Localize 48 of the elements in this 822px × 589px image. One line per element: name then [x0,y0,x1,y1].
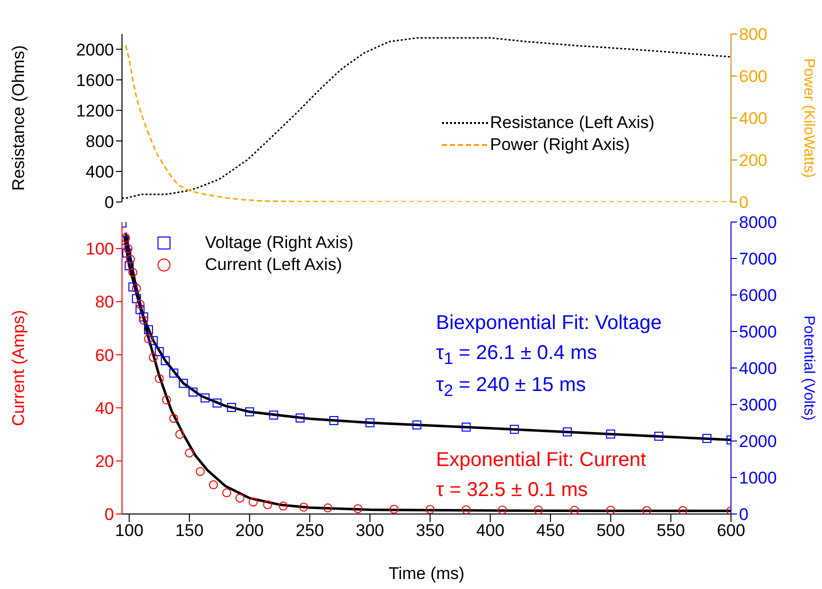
x-tick-label: 400 [476,521,504,540]
x-tick-label: 150 [175,521,204,540]
y2-tick-label: 2000 [739,432,777,452]
y2-tick-label: 3000 [739,396,777,415]
y2-tick-label: 1000 [739,468,777,488]
legend-label: Voltage (Right Axis) [205,233,354,253]
y-tick-label: 400 [86,162,114,182]
y-tick-label: 1200 [76,101,114,120]
x-tick-label: 350 [416,521,444,540]
legend-label: Resistance (Left Axis) [490,113,654,133]
y-tick-label: 40 [95,398,114,418]
y-tick-label: 0 [104,505,114,524]
annotation: τ$_{2}$ = 240 ± 15 ms [436,374,586,401]
y2-tick-label: 7000 [739,250,777,269]
y-tick-label: 60 [95,346,114,365]
y-tick-label: 20 [95,452,114,471]
annotation: τ$_{1}$ = 26.1 ± 0.4 ms [436,342,597,369]
y2-axis-title: Power (KiloWatts) [800,58,818,178]
y2-tick-label: 5000 [739,322,777,342]
legend-label: Current (Left Axis) [205,255,342,275]
x-tick-label: 250 [296,521,324,540]
annotation: τ = 32.5 ± 0.1 ms [436,479,588,502]
y-axis-title: Current (Amps) [9,310,28,426]
y-axis-title: Resistance (Ohms) [9,45,28,191]
y2-tick-label: 8000 [739,213,777,232]
legend-label: Power (Right Axis) [490,135,630,155]
y-tick-label: 2000 [76,40,114,60]
x-tick-label: 450 [536,521,565,540]
annotation: Biexponential Fit: Voltage [436,312,662,335]
x-tick-label: 500 [596,521,625,540]
x-tick-label: 200 [235,521,264,540]
y-tick-label: 100 [86,240,114,259]
y2-tick-label: 600 [739,67,768,86]
x-axis-title: Time (ms) [388,564,464,583]
y2-axis-title: Potential (Volts) [800,315,818,421]
y-tick-label: 1600 [76,70,114,90]
y-tick-label: 0 [104,193,114,212]
x-tick-label: 550 [656,521,686,540]
y2-tick-label: 400 [739,109,768,128]
x-tick-label: 300 [356,521,384,540]
y-tick-label: 80 [95,292,114,312]
y2-tick-label: 4000 [739,359,777,378]
y2-tick-label: 200 [739,151,768,170]
y2-tick-label: 6000 [739,286,777,306]
y2-tick-label: 0 [739,193,748,212]
y2-tick-label: 800 [739,25,768,44]
y-tick-label: 800 [86,132,114,151]
annotation: Exponential Fit: Current [436,449,646,472]
